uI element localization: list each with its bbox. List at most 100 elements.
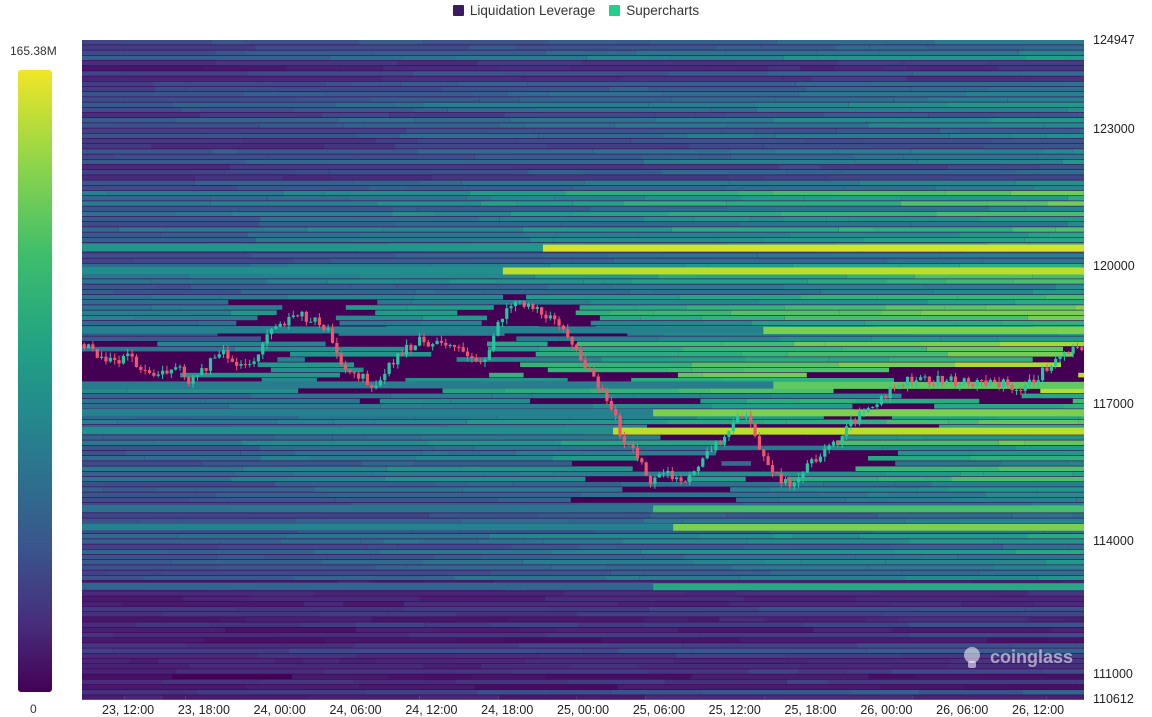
heat-band — [295, 450, 422, 456]
heat-band — [903, 154, 1038, 159]
candle-body — [248, 364, 252, 366]
heat-band — [844, 669, 892, 674]
heat-band — [722, 643, 858, 648]
heat-band — [885, 560, 1046, 565]
heat-band — [195, 487, 315, 492]
candle-body — [901, 385, 905, 387]
heat-band — [382, 76, 523, 81]
heat-band — [956, 320, 1002, 326]
candle-body — [1049, 365, 1053, 371]
candle-body — [818, 456, 823, 462]
candle-body — [204, 368, 208, 371]
heat-band — [205, 398, 360, 404]
heat-band — [510, 669, 650, 674]
x-tick-label: 26, 12:00 — [1012, 703, 1065, 717]
candle-body — [675, 477, 679, 480]
heat-band — [892, 627, 1003, 633]
candle-body — [949, 376, 953, 381]
heat-band — [947, 352, 1074, 357]
heat-band — [329, 258, 473, 263]
heat-band — [643, 570, 771, 575]
candle-body — [1027, 379, 1032, 385]
heat-band — [886, 279, 946, 284]
heat-band — [221, 55, 331, 61]
heat-band — [740, 502, 770, 508]
heat-band — [82, 300, 229, 305]
heat-band — [608, 45, 716, 50]
heat-band — [682, 643, 723, 648]
candle-body — [923, 376, 927, 378]
heat-band — [570, 346, 683, 352]
heat-band — [599, 315, 641, 321]
heat-band — [756, 107, 912, 113]
heat-band — [121, 601, 251, 607]
candle-body — [792, 482, 796, 487]
liquidation-level-tail — [82, 504, 654, 512]
heat-band — [82, 648, 113, 653]
heat-band — [1047, 638, 1084, 643]
heat-band — [823, 482, 894, 487]
heat-band — [434, 211, 511, 217]
heat-band — [427, 648, 584, 653]
heat-band — [838, 227, 874, 232]
heat-band — [535, 352, 679, 357]
heat-band — [991, 118, 1084, 123]
heat-band — [512, 149, 593, 154]
heat-band — [477, 60, 584, 66]
heat-band — [786, 679, 829, 685]
heat-band — [325, 492, 463, 497]
heat-band — [82, 206, 205, 211]
heat-band — [800, 66, 834, 71]
heat-band — [792, 263, 901, 269]
heat-band — [550, 549, 641, 555]
heat-band — [353, 216, 479, 222]
heat-band — [618, 648, 693, 653]
heat-band — [357, 133, 400, 139]
heat-band — [727, 92, 799, 97]
heat-band — [661, 170, 787, 175]
heat-band — [259, 123, 344, 128]
candle-body — [980, 380, 984, 382]
heat-band — [189, 274, 359, 279]
heat-band — [554, 196, 645, 201]
heat-band — [756, 591, 880, 596]
heat-band — [798, 669, 845, 674]
heat-band — [649, 513, 727, 518]
candle-body — [749, 415, 753, 424]
heat-band — [832, 133, 950, 139]
liquidation-level-tail — [82, 381, 774, 389]
heat-band — [579, 502, 741, 508]
heat-band — [281, 539, 361, 544]
heat-band — [505, 71, 668, 76]
heat-band — [308, 695, 420, 700]
heat-band — [82, 664, 190, 669]
heat-band — [335, 315, 423, 321]
candle-body — [426, 342, 430, 347]
heat-band — [82, 289, 114, 295]
heat-band — [283, 190, 324, 196]
heat-band — [351, 81, 401, 87]
heat-band — [416, 456, 553, 461]
heat-band — [518, 471, 554, 477]
heat-band — [418, 164, 514, 170]
heat-band — [82, 222, 259, 227]
heat-band — [325, 570, 491, 575]
legend-item-supercharts[interactable]: Supercharts — [609, 3, 699, 18]
heat-band — [243, 92, 326, 97]
heat-band — [424, 622, 490, 627]
heat-band — [105, 570, 162, 575]
heat-band — [653, 310, 731, 315]
heat-band — [293, 575, 455, 581]
heat-band — [357, 653, 456, 659]
legend-item-liquidation-leverage[interactable]: Liquidation Leverage — [452, 3, 595, 18]
heat-band — [960, 518, 1084, 523]
heat-band — [499, 222, 561, 227]
heat-band — [1027, 315, 1084, 321]
candle-body — [618, 415, 622, 437]
candle-body — [1071, 347, 1075, 354]
heat-band — [688, 144, 764, 149]
heat-band — [157, 341, 326, 347]
heat-band — [657, 336, 780, 341]
heat-band — [335, 497, 498, 503]
